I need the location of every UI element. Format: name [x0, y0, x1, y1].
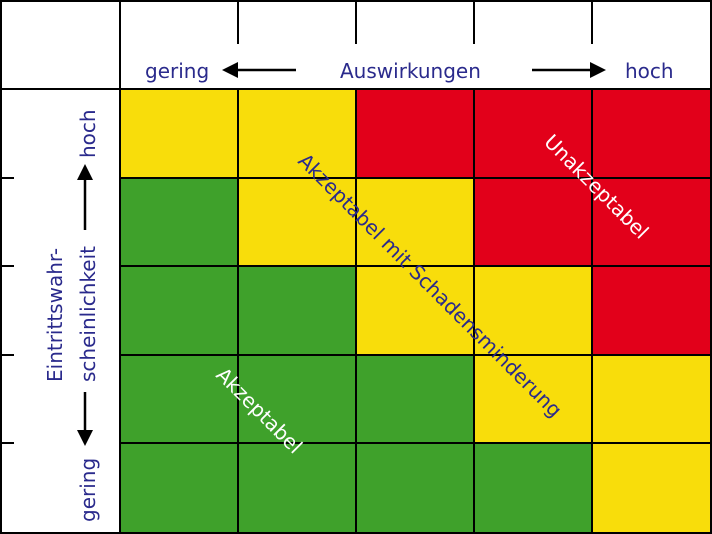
impact-left-arrow	[222, 62, 296, 78]
matrix-cell-green	[120, 178, 238, 266]
impact-high-label: hoch	[625, 59, 674, 83]
matrix-cell-red	[592, 266, 712, 355]
matrix-cell-yellow	[356, 266, 474, 355]
matrix-cell-green	[120, 443, 238, 534]
matrix-cell-yellow	[474, 266, 592, 355]
matrix-cell-yellow	[356, 178, 474, 266]
matrix-cell-green	[238, 266, 356, 355]
probability-down-arrow	[77, 392, 93, 446]
matrix-cell-green	[238, 443, 356, 534]
matrix-cell-green	[120, 266, 238, 355]
impact-low-label: gering	[145, 59, 209, 83]
matrix-cell-yellow	[592, 355, 712, 443]
matrix-cell-yellow	[238, 89, 356, 178]
matrix-cell-red	[356, 89, 474, 178]
matrix-cell-green	[474, 443, 592, 534]
probability-low-label: gering	[76, 458, 100, 522]
matrix-cell-green	[356, 443, 474, 534]
impact-axis-title: Auswirkungen	[340, 59, 481, 83]
matrix-cell-red	[592, 89, 712, 178]
probability-title-line2: scheinlichkeit	[76, 246, 100, 382]
probability-high-label: hoch	[76, 109, 100, 158]
probability-up-arrow	[77, 164, 93, 230]
matrix-cell-red	[474, 178, 592, 266]
matrix-cells	[120, 89, 712, 534]
matrix-cell-green	[356, 355, 474, 443]
matrix-cell-yellow	[120, 89, 238, 178]
matrix-cell-yellow	[238, 178, 356, 266]
probability-title-line1: Eintrittswahr-	[43, 248, 67, 382]
matrix-cell-red	[474, 89, 592, 178]
matrix-cell-green	[120, 355, 238, 443]
matrix-cell-yellow	[474, 355, 592, 443]
impact-right-arrow	[532, 62, 606, 78]
matrix-cell-yellow	[592, 443, 712, 534]
matrix-cell-red	[592, 178, 712, 266]
matrix-cell-green	[238, 355, 356, 443]
